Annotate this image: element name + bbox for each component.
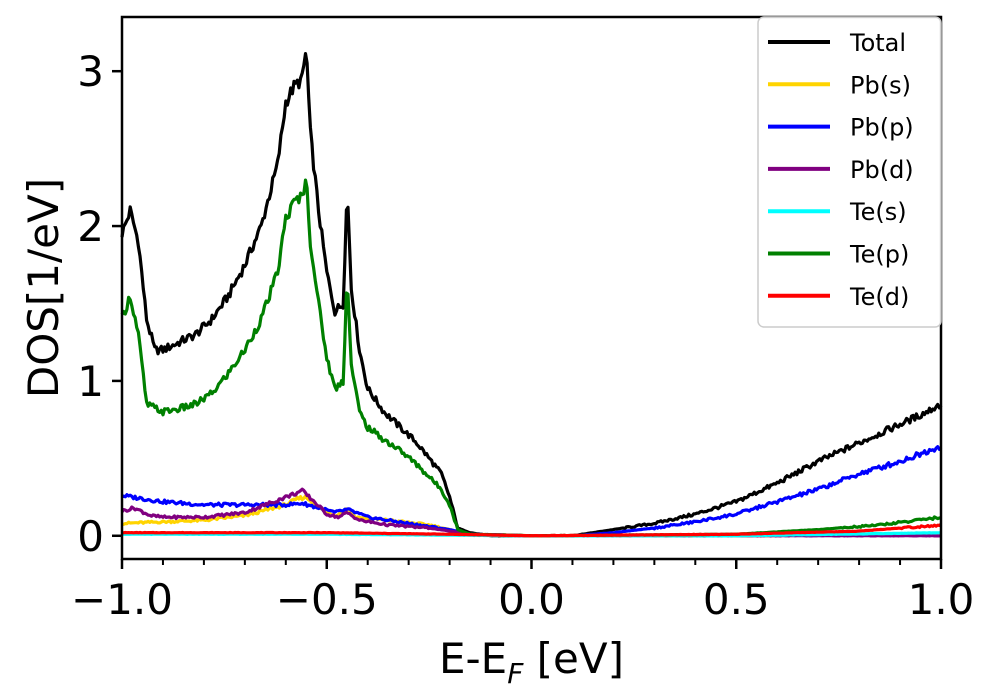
x-tick-label: 0.5 bbox=[703, 575, 770, 624]
legend-label: Te(p) bbox=[849, 241, 909, 269]
x-tick-label: 0.0 bbox=[498, 575, 565, 624]
y-tick-label: 0 bbox=[77, 512, 104, 561]
x-axis-title: E-EF [eV] bbox=[439, 634, 624, 690]
legend-label: Pb(s) bbox=[850, 71, 911, 99]
series-line-te-d bbox=[122, 522, 942, 538]
legend-box bbox=[757, 16, 942, 328]
legend-label: Pb(d) bbox=[850, 156, 914, 184]
y-tick-label: 2 bbox=[77, 202, 104, 251]
legend-label: Te(s) bbox=[849, 198, 907, 226]
series-layer bbox=[120, 52, 943, 538]
y-tick-label: 1 bbox=[77, 357, 104, 406]
x-tick-label: 1.0 bbox=[908, 575, 975, 624]
ticks-layer: −1.0 −0.5 0.0 0.5 1.0 0 1 2 3 bbox=[71, 47, 974, 624]
legend: Total Pb(s) Pb(p) Pb(d) Te(s) Te(p) Te(d) bbox=[757, 16, 942, 328]
legend-label: Te(d) bbox=[849, 283, 909, 311]
y-tick-label: 3 bbox=[77, 47, 104, 96]
y-axis-title: DOS[1/eV] bbox=[19, 178, 68, 398]
x-tick-label: −0.5 bbox=[276, 575, 378, 624]
x-tick-label: −1.0 bbox=[71, 575, 173, 624]
legend-label: Pb(p) bbox=[850, 114, 914, 142]
legend-label: Total bbox=[849, 29, 906, 57]
